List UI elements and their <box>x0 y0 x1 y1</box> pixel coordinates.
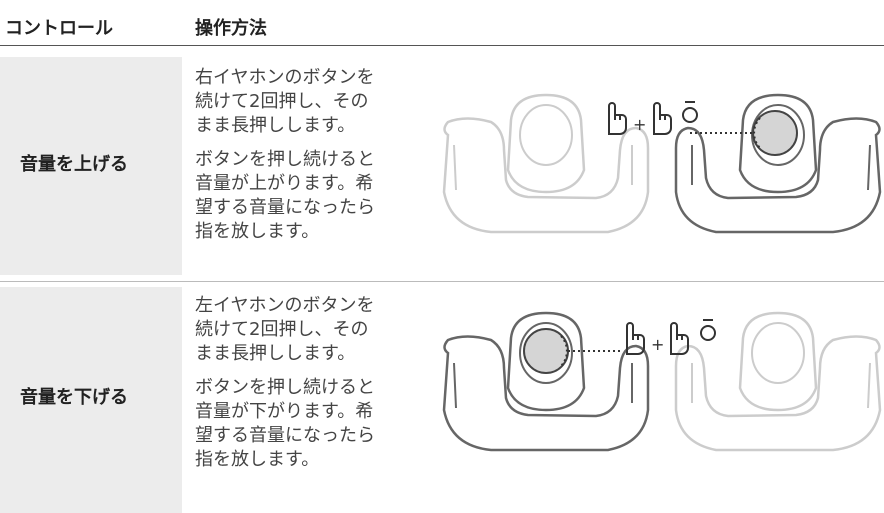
paragraph: 左イヤホンのボタンを 続けて2回押し、その まま長押しします。 <box>195 294 425 366</box>
text-line: 続けて2回押し、その <box>195 319 369 340</box>
header-rule <box>0 45 884 46</box>
text-line: ボタンを押し続けると <box>195 149 375 170</box>
text-line: 望する音量になったら <box>195 425 375 446</box>
control-label: 音量を上げる <box>20 154 128 175</box>
control-cell: 音量を上げる <box>0 57 182 275</box>
paragraph: 右イヤホンのボタンを 続けて2回押し、その まま長押しします。 <box>195 66 425 138</box>
paragraph: ボタンを押し続けると 音量が上がります。希 望する音量になったら 指を放します。 <box>195 148 425 244</box>
header-operation: 操作方法 <box>195 18 267 39</box>
text-line: まま長押しします。 <box>195 343 356 364</box>
text-line: 音量が上がります。希 <box>195 173 374 194</box>
control-cell: 音量を下げる <box>0 287 182 513</box>
text-line: 続けて2回押し、その <box>195 91 369 112</box>
paragraph: ボタンを押し続けると 音量が下がります。希 望する音量になったら 指を放します。 <box>195 376 425 472</box>
header-control: コントロール <box>5 18 113 39</box>
operation-text: 右イヤホンのボタンを 続けて2回押し、その まま長押しします。 ボタンを押し続けると音… <box>195 66 425 254</box>
text-line: 右イヤホンのボタンを <box>195 67 375 88</box>
text-line: 左イヤホンのボタンを <box>195 295 375 316</box>
svg-text:+: + <box>633 115 646 134</box>
text-line: 音量が下がります。希 <box>195 401 374 422</box>
svg-text:+: + <box>651 335 664 354</box>
text-line: 指を放します。 <box>195 449 320 470</box>
text-line: 望する音量になったら <box>195 197 375 218</box>
row-separator <box>0 281 884 282</box>
operation-text: 左イヤホンのボタンを 続けて2回押し、その まま長押しします。 ボタンを押し続けると音… <box>195 294 425 482</box>
control-label: 音量を下げる <box>20 387 128 408</box>
text-line: 指を放します。 <box>195 221 320 242</box>
text-line: ボタンを押し続けると <box>195 377 375 398</box>
text-line: まま長押しします。 <box>195 115 356 136</box>
illustration: + + <box>442 93 882 452</box>
